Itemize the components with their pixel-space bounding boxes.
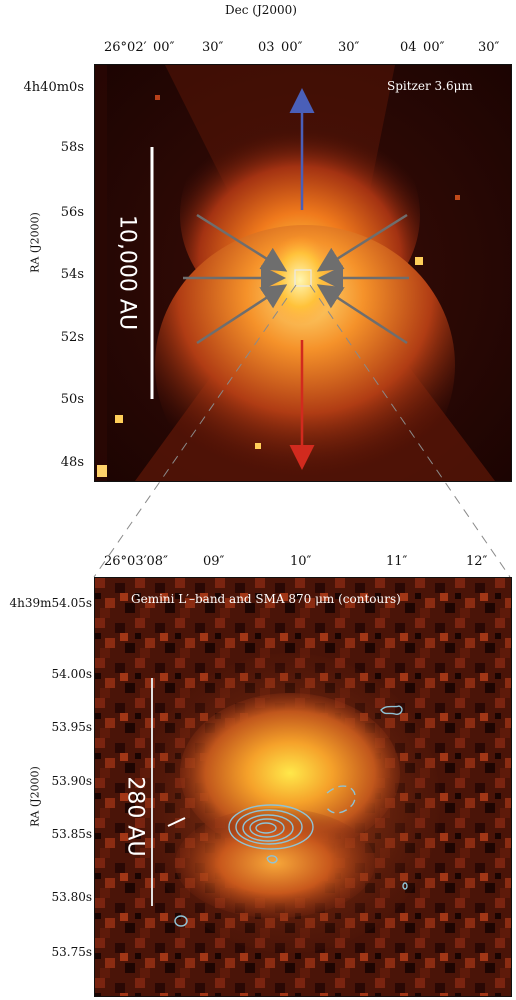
scale-bar-label: 280 AU [122, 776, 148, 857]
inflow-arrow [196, 284, 288, 345]
gemini-label: Gemini L′–band and SMA 870 μm (contours) [131, 592, 401, 606]
gemini-image-panel: Gemini L′–band and SMA 870 μm (contours)… [94, 577, 512, 997]
bottom-xtick: 12″ [466, 554, 488, 569]
top-ytick: 48s [60, 455, 84, 470]
bottom-xtick: 10″ [290, 554, 312, 569]
top-ytick: 58s [60, 140, 84, 155]
top-xtick: 04 00″ [400, 40, 445, 55]
bottom-ytick: 53.85s [51, 827, 92, 841]
top-ytick: 50s [60, 392, 84, 407]
star [455, 195, 460, 200]
top-ytick: 54s [60, 267, 84, 282]
inflow-arrow [316, 284, 408, 345]
bottom-ytick: 53.80s [51, 890, 92, 904]
lower-nebula-lobe [155, 225, 455, 481]
inflow-arrow [196, 213, 288, 272]
top-axis-title: Dec (J2000) [225, 3, 297, 17]
zoom-box [294, 269, 312, 287]
star [415, 257, 423, 265]
top-xtick: 26°02′ 00″ [104, 40, 175, 55]
bottom-xtick: 09″ [203, 554, 225, 569]
bottom-ytick: 53.90s [51, 774, 92, 788]
bottom-ytick: 53.95s [51, 720, 92, 734]
spitzer-image-panel: Spitzer 3.6μm 10,000 AU [94, 64, 512, 482]
top-xtick: 30″ [338, 40, 360, 55]
top-xtick: 03 00″ [258, 40, 303, 55]
top-ytick: 4h40m0s [23, 80, 84, 95]
star [97, 465, 107, 477]
star [255, 443, 261, 449]
star [115, 415, 123, 423]
top-ytick: 56s [60, 205, 84, 220]
bottom-ytick: 53.75s [51, 945, 92, 959]
top-ytick: 52s [60, 330, 84, 345]
bottom-xtick: 26°03′08″ [104, 554, 168, 569]
star [155, 95, 160, 100]
top-xtick: 30″ [478, 40, 500, 55]
spitzer-label: Spitzer 3.6μm [387, 79, 473, 93]
bottom-ytick: 4h39m54.05s [9, 596, 92, 610]
bottom-ytick: 54.00s [51, 667, 92, 681]
inflow-arrow [316, 213, 408, 272]
top-xtick: 30″ [202, 40, 224, 55]
sma-contours [174, 705, 408, 927]
bottom-xtick: 11″ [386, 554, 408, 569]
